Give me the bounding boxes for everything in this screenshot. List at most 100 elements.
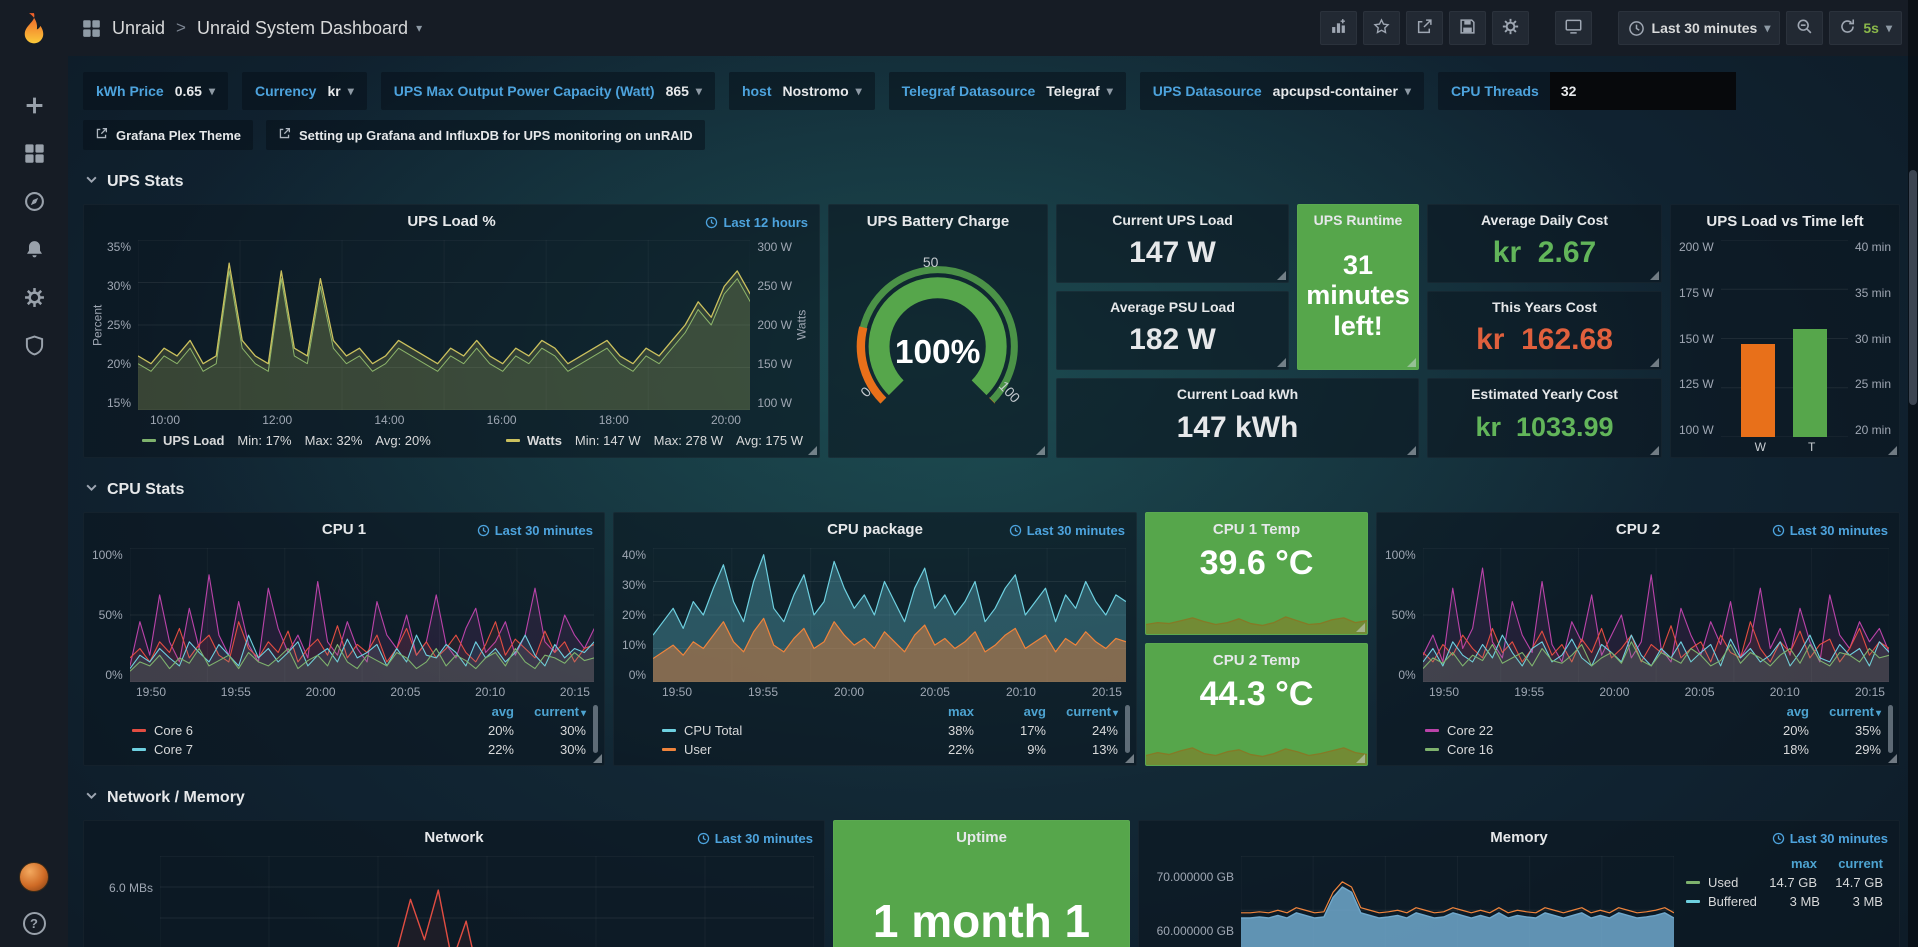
legend-scrollbar[interactable] (593, 705, 598, 753)
panel-timerange[interactable]: Last 30 minutes (1772, 523, 1888, 538)
panel-title[interactable]: UPS Load % (407, 213, 496, 230)
ups-load-chart[interactable] (138, 240, 751, 410)
series-name[interactable]: Watts (527, 433, 562, 448)
user-avatar[interactable] (19, 862, 49, 892)
panel-title[interactable]: Average Daily Cost (1480, 212, 1609, 228)
legend-col-avg[interactable]: avg (1786, 704, 1809, 719)
grafana-logo[interactable] (14, 10, 54, 50)
legend-col-current[interactable]: current ▾ (514, 704, 586, 719)
legend-scrollbar[interactable] (1125, 705, 1130, 753)
variable-cpu-threads: CPU Threads (1437, 72, 1736, 110)
sidebar-item-create[interactable] (0, 84, 68, 132)
variable-value-dropdown[interactable]: Nostromo ▾ (783, 83, 862, 99)
sidebar-item-server-admin[interactable] (0, 324, 68, 372)
series-name[interactable]: Buffered (1686, 894, 1757, 909)
panel-timerange[interactable]: Last 30 minutes (477, 523, 593, 538)
sidebar-item-configuration[interactable] (0, 276, 68, 324)
star-button[interactable] (1362, 11, 1400, 45)
row-header-cpu-stats[interactable]: CPU Stats (85, 478, 1900, 502)
panel-title[interactable]: Average PSU Load (1110, 299, 1235, 315)
sidebar-item-explore[interactable] (0, 180, 68, 228)
memory-chart[interactable] (1241, 856, 1674, 947)
zoom-out-button[interactable] (1786, 11, 1824, 45)
breadcrumb-folder[interactable]: Unraid (112, 17, 166, 38)
row-title: CPU Stats (107, 481, 185, 498)
series-name[interactable]: Core 6 (132, 723, 442, 738)
cpu-package-chart[interactable] (653, 548, 1126, 682)
panel-title[interactable]: CPU package (827, 521, 923, 538)
legend-col-current[interactable]: current ▾ (1809, 704, 1881, 719)
cycle-view-button[interactable] (1554, 11, 1592, 45)
panel-title[interactable]: Memory (1490, 829, 1548, 846)
cpu-threads-input[interactable] (1549, 72, 1736, 110)
ups-bars-chart[interactable] (1721, 240, 1848, 437)
page-scrollbar[interactable] (1908, 0, 1918, 947)
sidebar-item-dashboards[interactable] (0, 132, 68, 180)
panel-title[interactable]: Uptime (956, 829, 1007, 846)
network-chart[interactable] (160, 856, 814, 947)
refresh-button[interactable]: 5s ▾ (1829, 11, 1902, 45)
variable-value-dropdown[interactable]: 0.65 ▾ (175, 83, 215, 99)
sidebar-item-alerting[interactable] (0, 228, 68, 276)
add-panel-button[interactable] (1319, 11, 1357, 45)
legend-col-max[interactable]: max (1790, 856, 1817, 871)
link-grafana-plex-theme[interactable]: Grafana Plex Theme (83, 120, 253, 150)
save-button[interactable] (1448, 11, 1486, 45)
legend-col-current[interactable]: current ▾ (1046, 704, 1118, 719)
row-header-network-memory[interactable]: Network / Memory (85, 786, 1900, 810)
panel-title[interactable]: This Years Cost (1492, 299, 1597, 315)
series-name[interactable]: UPS Load (163, 433, 225, 448)
legend-col-avg[interactable]: avg (1023, 704, 1046, 719)
panel-title[interactable]: Estimated Yearly Cost (1471, 386, 1618, 402)
caret-down-icon: ▾ (1764, 21, 1771, 35)
help-button[interactable]: ? (22, 912, 46, 935)
legend-col-avg[interactable]: avg (491, 704, 514, 719)
series-name[interactable]: User (662, 742, 902, 757)
legend-scrollbar[interactable] (1888, 705, 1893, 753)
main-area: Unraid > Unraid System Dashboard ▾ (68, 0, 1918, 947)
axis-tick: 20:10 (1769, 685, 1800, 699)
legend-col-max[interactable]: max (947, 704, 974, 719)
legend: avg current ▾ Core 22 20% 35% Core 16 18%… (1377, 702, 1899, 765)
panel-title[interactable]: Current Load kWh (1176, 386, 1299, 402)
zoom-out-icon (1796, 18, 1813, 38)
panel-title[interactable]: Current UPS Load (1112, 212, 1233, 228)
axis-tick: 50% (1391, 608, 1416, 622)
panel-title[interactable]: UPS Runtime (1313, 212, 1403, 228)
variable-value-dropdown[interactable]: 865 ▾ (666, 83, 702, 99)
series-name[interactable]: Used (1686, 875, 1751, 890)
cpu2-chart[interactable] (1422, 548, 1889, 682)
clock-icon (1628, 20, 1645, 37)
cpu1-chart[interactable] (129, 548, 594, 682)
variable-value-dropdown[interactable]: kr ▾ (327, 83, 353, 99)
page-scrollbar-thumb[interactable] (1909, 170, 1917, 405)
template-variables: kWh Price 0.65 ▾ Currency kr ▾ UPS Max Out… (83, 72, 1900, 110)
dashboard-settings-button[interactable] (1491, 11, 1529, 45)
dashboard-title[interactable]: Unraid System Dashboard ▾ (197, 18, 422, 39)
legend: UPS Load Min: 17% Max: 32% Avg: 20% Watt… (84, 430, 819, 457)
variable-value-dropdown[interactable]: Telegraf ▾ (1046, 83, 1112, 99)
panel-title[interactable]: CPU 1 (321, 521, 367, 538)
panel-timerange[interactable]: Last 30 minutes (697, 831, 813, 846)
time-picker-button[interactable]: Last 30 minutes ▾ (1617, 11, 1781, 45)
panel-title[interactable]: CPU 2 (1615, 521, 1661, 538)
series-swatch (142, 439, 156, 442)
legend-col-current[interactable]: current (1838, 856, 1883, 871)
row-header-ups-stats[interactable]: UPS Stats (85, 170, 1900, 194)
series-name[interactable]: Core 7 (132, 742, 442, 757)
panel-timerange[interactable]: Last 12 hours (705, 215, 808, 230)
variable-value-dropdown[interactable]: apcupsd-container ▾ (1273, 83, 1411, 99)
panel-title[interactable]: UPS Load vs Time left (1706, 213, 1864, 230)
panel-timerange[interactable]: Last 30 minutes (1009, 523, 1125, 538)
link-ups-monitoring-guide[interactable]: Setting up Grafana and InfluxDB for UPS … (266, 120, 705, 150)
panel-title[interactable]: Network (424, 829, 484, 846)
share-button[interactable] (1405, 11, 1443, 45)
panel-timerange[interactable]: Last 30 minutes (1772, 831, 1888, 846)
panel-title[interactable]: UPS Battery Charge (866, 213, 1010, 230)
panel-title[interactable]: CPU 2 Temp (1212, 652, 1301, 669)
panel-title[interactable]: CPU 1 Temp (1212, 521, 1301, 538)
series-name[interactable]: Core 22 (1425, 723, 1737, 738)
series-name[interactable]: Core 16 (1425, 742, 1737, 757)
series-name[interactable]: CPU Total (662, 723, 902, 738)
alert-bell-icon (24, 239, 45, 265)
